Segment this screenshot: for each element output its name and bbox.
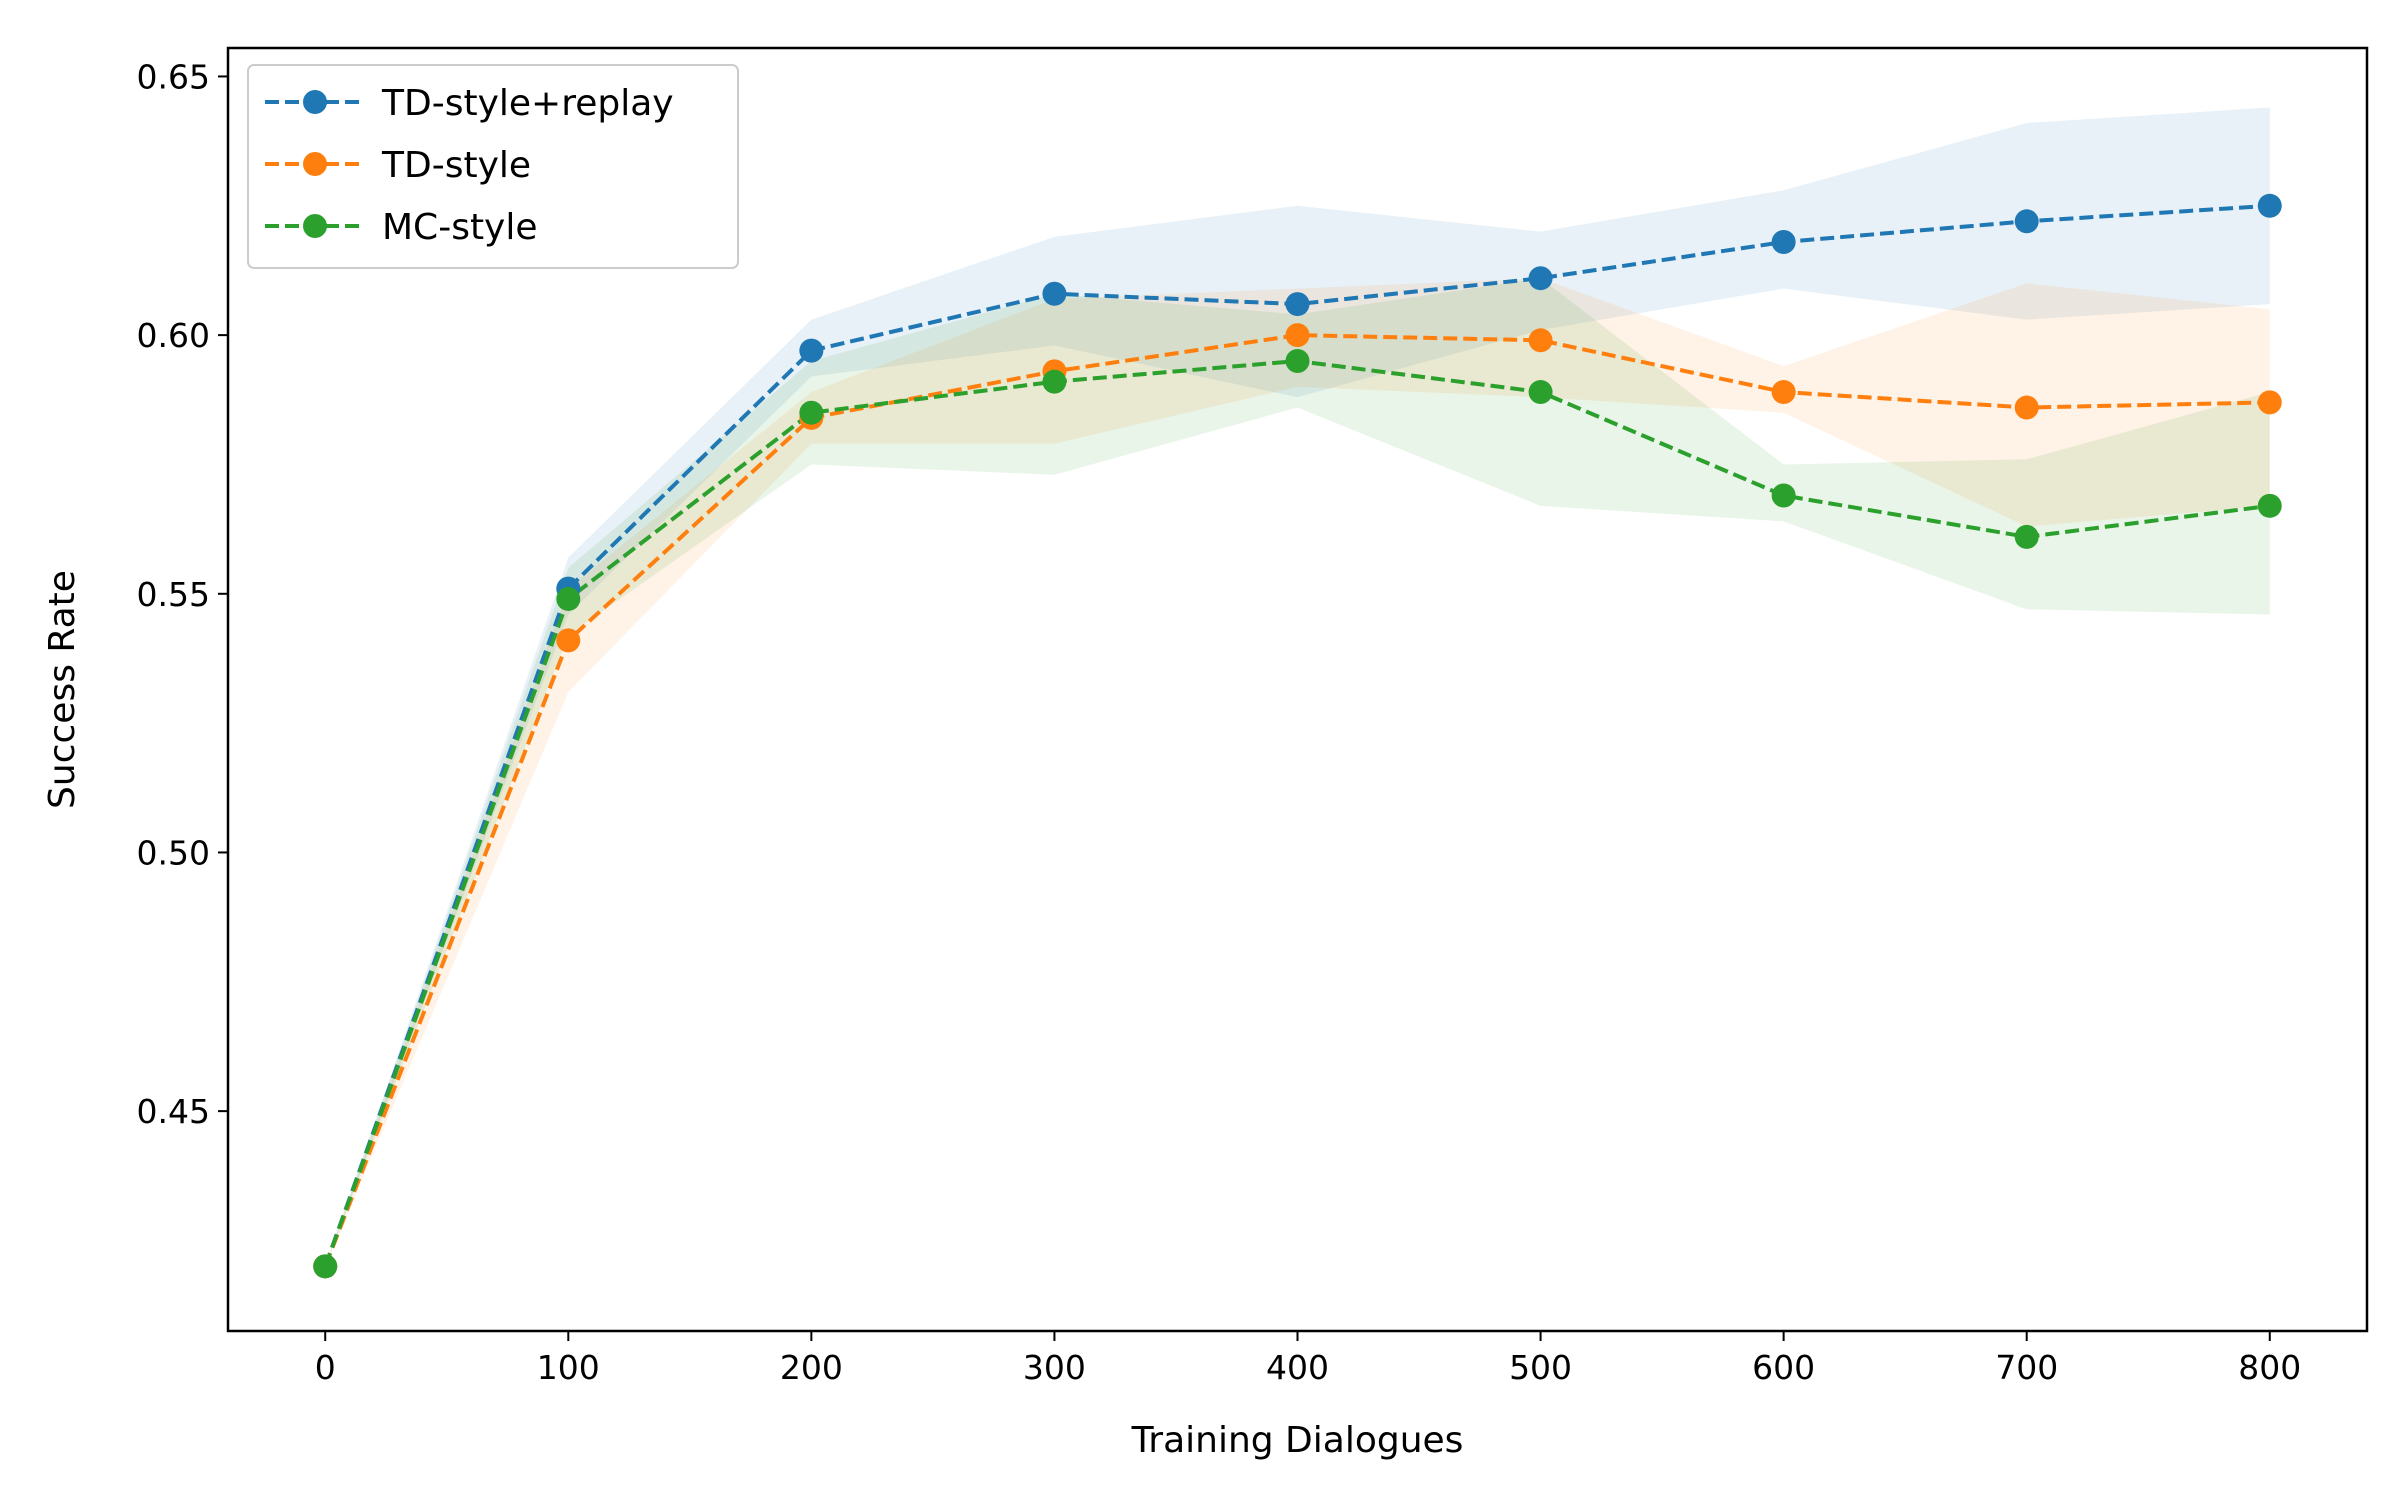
mc-style-point <box>1285 348 1310 373</box>
td-style-point <box>1528 328 1553 353</box>
x-tick-label: 500 <box>1509 1348 1572 1387</box>
td-style-replay-point <box>2014 209 2039 234</box>
y-axis: 0.45 0.50 0.55 0.60 0.65 <box>137 57 228 1131</box>
mc-style-point <box>2257 493 2282 518</box>
y-tick-label: 0.45 <box>137 1092 210 1131</box>
legend-td-style-label: TD-style <box>381 145 531 186</box>
y-tick-label: 0.65 <box>137 57 210 96</box>
legend-td-style-marker <box>303 152 327 176</box>
legend-td-style-replay-marker <box>303 90 327 114</box>
mc-style-point <box>799 400 824 425</box>
legend-mc-style-label: MC-style <box>382 207 538 248</box>
series-markers <box>313 193 2282 1279</box>
x-axis-label: Training Dialogues <box>1131 1420 1464 1461</box>
td-style-point <box>2257 390 2282 415</box>
td-style-point <box>1285 323 1310 348</box>
mc-style-point <box>1528 380 1553 405</box>
y-tick-label: 0.55 <box>137 575 210 614</box>
td-style-replay-point <box>1771 230 1796 255</box>
mc-style-point <box>1042 369 1067 394</box>
td-style-confidence-band <box>325 278 2270 1267</box>
x-axis: 0 100 200 300 400 500 600 700 800 <box>315 1331 2301 1387</box>
td-style-point <box>556 628 581 653</box>
y-tick-label: 0.60 <box>137 316 210 355</box>
td-style-replay-point <box>799 338 824 363</box>
legend-mc-style-marker <box>303 214 327 238</box>
mc-style-point <box>556 586 581 611</box>
td-style-line <box>323 333 2270 1268</box>
mc-style-point <box>1771 483 1796 508</box>
mc-style-point <box>313 1254 338 1279</box>
td-style-replay-point <box>1528 266 1553 291</box>
x-tick-label: 0 <box>315 1348 336 1387</box>
x-tick-label: 400 <box>1266 1348 1329 1387</box>
x-tick-label: 100 <box>537 1348 600 1387</box>
x-tick-label: 600 <box>1752 1348 1815 1387</box>
td-style-replay-point <box>2257 193 2282 218</box>
mc-style-point <box>2014 524 2039 549</box>
legend: TD-style+replay TD-style MC-style <box>247 64 739 269</box>
legend-td-style-replay-label: TD-style+replay <box>381 83 674 124</box>
y-axis-label: Success Rate <box>42 570 83 809</box>
x-tick-label: 800 <box>2238 1348 2301 1387</box>
x-tick-label: 200 <box>780 1348 843 1387</box>
x-tick-label: 700 <box>1995 1348 2058 1387</box>
y-tick-label: 0.50 <box>137 833 210 872</box>
x-tick-label: 300 <box>1023 1348 1086 1387</box>
td-style-point <box>1771 380 1796 405</box>
td-style-point <box>2014 395 2039 420</box>
legend-box <box>247 64 739 269</box>
td-style-replay-point <box>1285 292 1310 317</box>
td-style-replay-point <box>1042 281 1067 306</box>
